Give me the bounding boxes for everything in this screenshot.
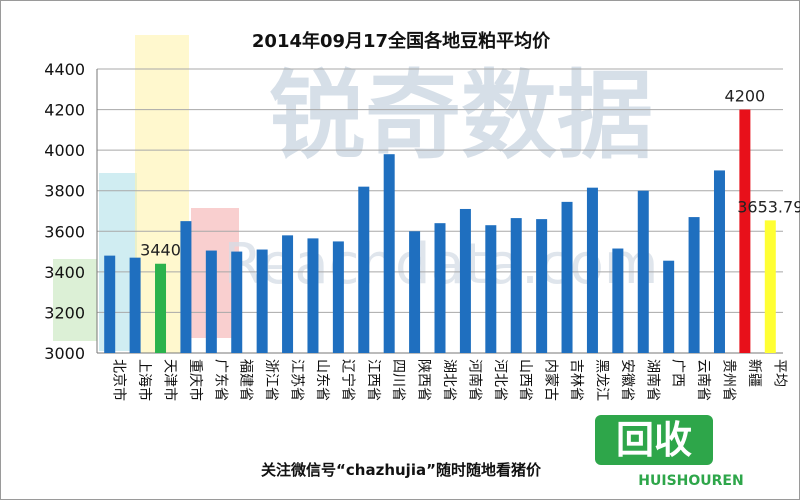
- chart-title: 2014年09月17全国各地豆粕平均价: [252, 30, 551, 52]
- x-tick-label: 上海市: [136, 359, 153, 401]
- bar: [409, 231, 421, 353]
- bar: [663, 260, 675, 353]
- x-tick-label: 广东省: [212, 359, 228, 401]
- x-tick-label: 河北省: [492, 359, 508, 401]
- y-axis-ticks: 3000 3200 3400 3600 3800 4000 4200 4400: [44, 60, 85, 363]
- data-label: 3440: [140, 241, 181, 260]
- bar: [383, 154, 395, 353]
- x-tick-label: 北京市: [111, 359, 128, 401]
- y-tick-label: 4000: [44, 141, 85, 160]
- x-tick-label: 吉林省: [568, 359, 584, 401]
- bar: [510, 218, 522, 353]
- watermark-block: [53, 259, 97, 341]
- bar: [459, 208, 471, 353]
- bar: [358, 186, 370, 353]
- x-tick-label: 陕西省: [416, 359, 432, 401]
- bar: [764, 220, 776, 353]
- bars: [104, 109, 776, 353]
- bar: [307, 238, 319, 353]
- x-axis-ticks: 北京市 上海市 天津市 重庆市 广东省 福建省 浙江省 江苏省 山东省 辽宁省 江西省 四川省 陕西省湖…: [111, 359, 788, 401]
- bar: [485, 225, 497, 353]
- data-labels: 3440 4200 3653.79: [140, 87, 800, 260]
- x-tick-label: 内蒙古: [543, 359, 559, 401]
- bar: [282, 235, 294, 353]
- y-tick-label: 4200: [44, 101, 85, 120]
- y-tick-label: 3800: [44, 182, 85, 201]
- x-tick-label: 黑龙江: [593, 359, 609, 401]
- x-tick-label: 湖北省: [441, 359, 457, 401]
- bar: [637, 190, 649, 353]
- bar: [612, 248, 624, 353]
- bar: [104, 255, 116, 353]
- data-label: 3653.79: [737, 197, 800, 216]
- y-tick-label: 3000: [44, 344, 85, 363]
- bar: [739, 109, 751, 353]
- x-tick-label: 广西: [670, 359, 686, 387]
- x-tick-label: 浙江省: [263, 359, 279, 401]
- footer-text: 关注微信号“chazhujia”随时随地看猪价: [261, 461, 541, 479]
- bar: [129, 257, 141, 353]
- bar: [586, 187, 598, 353]
- x-tick-label: 新疆: [746, 359, 762, 387]
- x-tick-label: 山东省: [314, 359, 330, 401]
- y-tick-label: 3400: [44, 263, 85, 282]
- x-tick-label: 四川省: [390, 359, 406, 401]
- x-tick-label: 平均: [771, 359, 787, 387]
- bar: [688, 217, 700, 353]
- x-tick-label: 河南省: [466, 359, 482, 401]
- y-tick-label: 3200: [44, 303, 85, 322]
- x-tick-label: 安徽省: [619, 359, 635, 401]
- y-tick-label: 4400: [44, 60, 85, 79]
- logo-watermark-text: 回收: [616, 418, 692, 462]
- logo-watermark-badge: [595, 415, 713, 465]
- bar: [561, 201, 573, 353]
- x-tick-label: 福建省: [238, 359, 254, 401]
- bar: [256, 249, 268, 353]
- bar: [180, 221, 192, 353]
- x-tick-label: 贵州省: [720, 359, 736, 401]
- x-tick-label: 江苏省: [289, 359, 305, 401]
- x-tick-label: 辽宁省: [339, 359, 356, 401]
- bar: [713, 170, 725, 353]
- watermark-text: 锐奇数据: [269, 60, 653, 172]
- bar: [231, 251, 243, 353]
- bar: [536, 219, 548, 353]
- x-tick-label: 江西省: [365, 359, 381, 401]
- x-tick-label: 云南省: [695, 359, 711, 401]
- data-label: 4200: [725, 87, 766, 106]
- y-tick-label: 3600: [44, 222, 85, 241]
- x-tick-label: 山西省: [517, 359, 533, 401]
- bar: [155, 263, 167, 353]
- x-tick-label: 天津市: [162, 359, 179, 401]
- x-tick-label: 湖南省: [644, 359, 660, 401]
- bar: [434, 223, 446, 353]
- bar: [332, 241, 344, 353]
- bar: [205, 250, 217, 353]
- logo-watermark-subtext: HUISHOUREN: [638, 473, 743, 489]
- x-tick-label: 重庆市: [187, 359, 204, 401]
